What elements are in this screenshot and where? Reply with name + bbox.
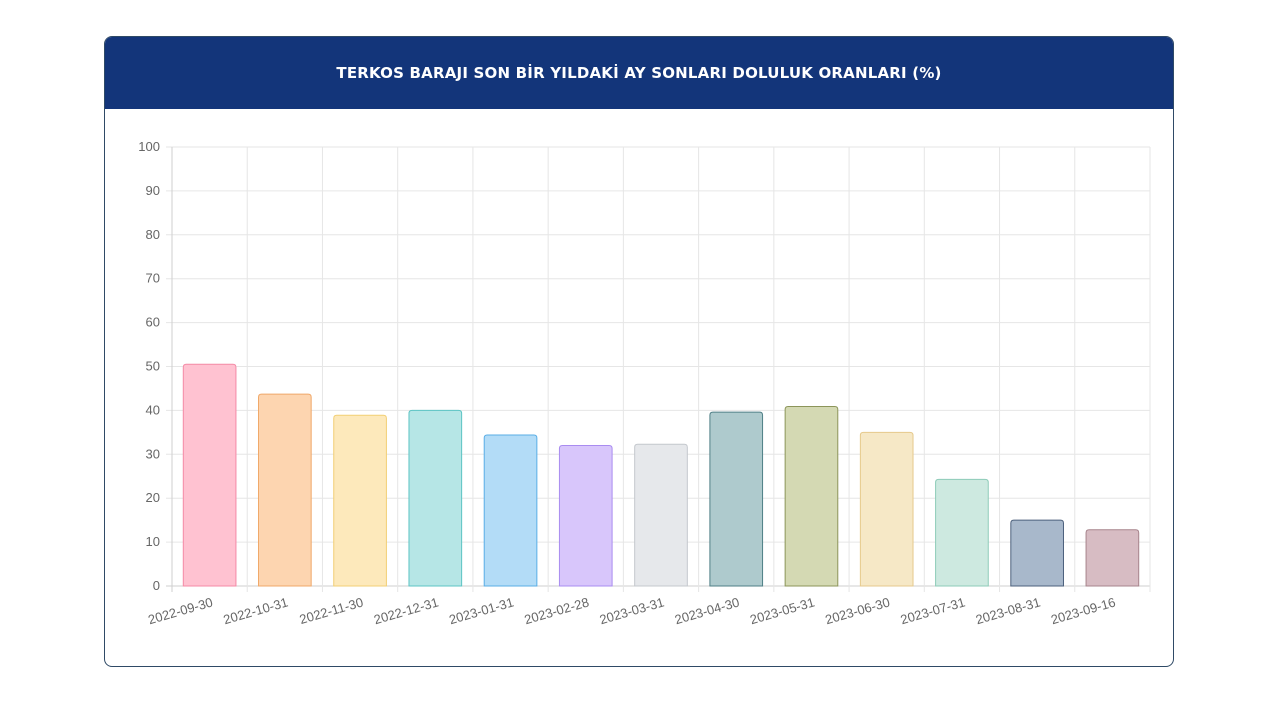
bar-2023-07-31[interactable]: [935, 478, 989, 587]
x-tick-label: 2023-06-30: [823, 594, 891, 627]
y-tick-label: 10: [146, 534, 160, 549]
bar-2023-06-30[interactable]: [859, 431, 914, 587]
x-tick-label: 2022-11-30: [298, 594, 365, 626]
x-axis-ticks: 2022-09-30 2022-10-31 2022-11-30 2022-12-31…: [146, 594, 1117, 627]
chart-card: TERKOS BARAJI SON BİR YILDAKİ AY SONLARI…: [104, 36, 1174, 667]
y-tick-label: 0: [153, 578, 160, 593]
y-tick-label: 40: [146, 402, 160, 417]
chart-header: TERKOS BARAJI SON BİR YILDAKİ AY SONLARI…: [105, 37, 1173, 109]
x-tick-label: 2023-07-31: [899, 594, 967, 627]
bar-2023-01-31[interactable]: [483, 434, 538, 587]
x-tick-label: 2023-04-30: [673, 594, 741, 627]
bar-2022-12-31[interactable]: [408, 409, 463, 587]
bars: [182, 363, 1140, 587]
bar-2023-08-31[interactable]: [1010, 519, 1064, 587]
y-tick-label: 20: [146, 490, 160, 505]
y-tick-label: 100: [138, 139, 160, 154]
x-tick-label: 2023-02-28: [523, 594, 591, 627]
bar-2023-09-16[interactable]: [1085, 529, 1140, 587]
x-tick-label: 2023-01-31: [447, 594, 515, 627]
x-tick-label: 2022-10-31: [222, 594, 290, 627]
bar-2023-02-28[interactable]: [558, 445, 613, 587]
bar-chart: 0 10 20 30 40 50 60 70 80 90 100 2022-09-30 2022-10…: [138, 139, 1151, 627]
bar-2022-09-30[interactable]: [182, 363, 237, 587]
y-tick-label: 60: [146, 315, 160, 330]
y-tick-label: 80: [146, 227, 160, 242]
grid-lines: [166, 146, 1151, 592]
x-tick-label: 2023-08-31: [974, 594, 1042, 627]
x-tick-label: 2022-12-31: [372, 594, 440, 627]
bar-2023-05-31[interactable]: [784, 405, 839, 587]
x-tick-label: 2023-05-31: [748, 594, 816, 627]
y-tick-label: 90: [146, 183, 160, 198]
y-tick-label: 30: [146, 446, 160, 461]
y-tick-label: 50: [146, 359, 160, 374]
x-tick-label: 2023-09-16: [1049, 594, 1117, 627]
bar-2022-11-30[interactable]: [333, 414, 387, 587]
y-tick-label: 70: [146, 271, 160, 286]
bar-2022-10-31[interactable]: [258, 393, 312, 587]
x-tick-label: 2023-03-31: [598, 594, 666, 627]
y-axis-ticks: 0 10 20 30 40 50 60 70 80 90 100: [138, 139, 160, 593]
bar-2023-03-31[interactable]: [634, 443, 688, 587]
bar-2023-04-30[interactable]: [709, 411, 764, 587]
chart-area: 0 10 20 30 40 50 60 70 80 90 100 2022-09-30 2022-10…: [105, 109, 1173, 666]
chart-title: TERKOS BARAJI SON BİR YILDAKİ AY SONLARI…: [336, 64, 942, 82]
x-tick-label: 2022-09-30: [146, 594, 214, 627]
